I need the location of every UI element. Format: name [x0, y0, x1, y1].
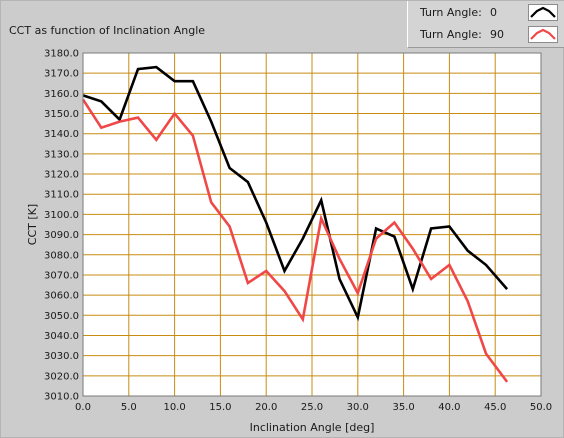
y-tick-label: 3090.0	[44, 230, 79, 241]
plot-border	[82, 52, 542, 397]
series-lines	[81, 65, 509, 383]
legend: Turn Angle: 0 Turn Angle: 90	[407, 1, 564, 48]
y-tick-label: 3010.0	[44, 392, 79, 403]
y-tick-label: 3040.0	[44, 331, 79, 342]
x-tick-label: 45.0	[484, 402, 506, 413]
y-tick-label: 3020.0	[44, 371, 79, 382]
x-tick-label: 5.0	[121, 402, 137, 413]
legend-label: Turn Angle:	[420, 6, 482, 19]
x-tick-label: 25.0	[301, 402, 323, 413]
series-line-0	[82, 65, 509, 322]
legend-item-turn-angle-0[interactable]: Turn Angle: 0	[408, 2, 564, 24]
y-tick-label: 3110.0	[44, 190, 79, 201]
y-tick-label: 3140.0	[44, 129, 79, 140]
x-tick-label: 30.0	[347, 402, 369, 413]
y-tick-label: 3080.0	[44, 250, 79, 261]
x-tick-label: 20.0	[255, 402, 277, 413]
y-tick-label: 3100.0	[44, 210, 79, 221]
x-tick-labels: 0.0 5.0 10.0 15.0 20.0 25.0 30.0 35.0 40.0 45.0 50…	[75, 402, 552, 413]
y-tick-label: 3120.0	[44, 170, 79, 181]
legend-value: 0	[490, 6, 497, 19]
legend-item-turn-angle-90[interactable]: Turn Angle: 90	[408, 24, 564, 46]
y-axis-label: CCT [K]	[26, 204, 39, 245]
legend-swatch-red-line-icon	[528, 26, 558, 43]
x-tick-label: 0.0	[75, 402, 91, 413]
x-tick-label: 10.0	[163, 402, 185, 413]
y-tick-label: 3070.0	[44, 270, 79, 281]
y-tick-label: 3060.0	[44, 291, 79, 302]
x-tick-label: 50.0	[530, 402, 552, 413]
y-tick-label: 3150.0	[44, 109, 79, 120]
y-tick-label: 3130.0	[44, 149, 79, 160]
y-tick-label: 3030.0	[44, 351, 79, 362]
x-tick-label: 15.0	[209, 402, 231, 413]
y-tick-label: 3050.0	[44, 311, 79, 322]
series-line-1	[81, 98, 509, 383]
x-axis-label: Inclination Angle [deg]	[250, 421, 375, 434]
x-tick-label: 35.0	[392, 402, 414, 413]
legend-value: 90	[490, 28, 504, 41]
legend-swatch-black-line-icon	[528, 4, 558, 21]
y-tick-labels: 3010.0 3020.0 3030.0 3040.0 3050.0 3060.0 3070…	[44, 49, 79, 403]
chart-title: CCT as function of Inclination Angle	[9, 24, 206, 37]
y-tick-label: 3170.0	[44, 69, 79, 80]
y-tick-label: 3160.0	[44, 89, 79, 100]
legend-label: Turn Angle:	[420, 28, 482, 41]
x-tick-label: 40.0	[438, 402, 460, 413]
y-tick-label: 3180.0	[44, 49, 79, 60]
